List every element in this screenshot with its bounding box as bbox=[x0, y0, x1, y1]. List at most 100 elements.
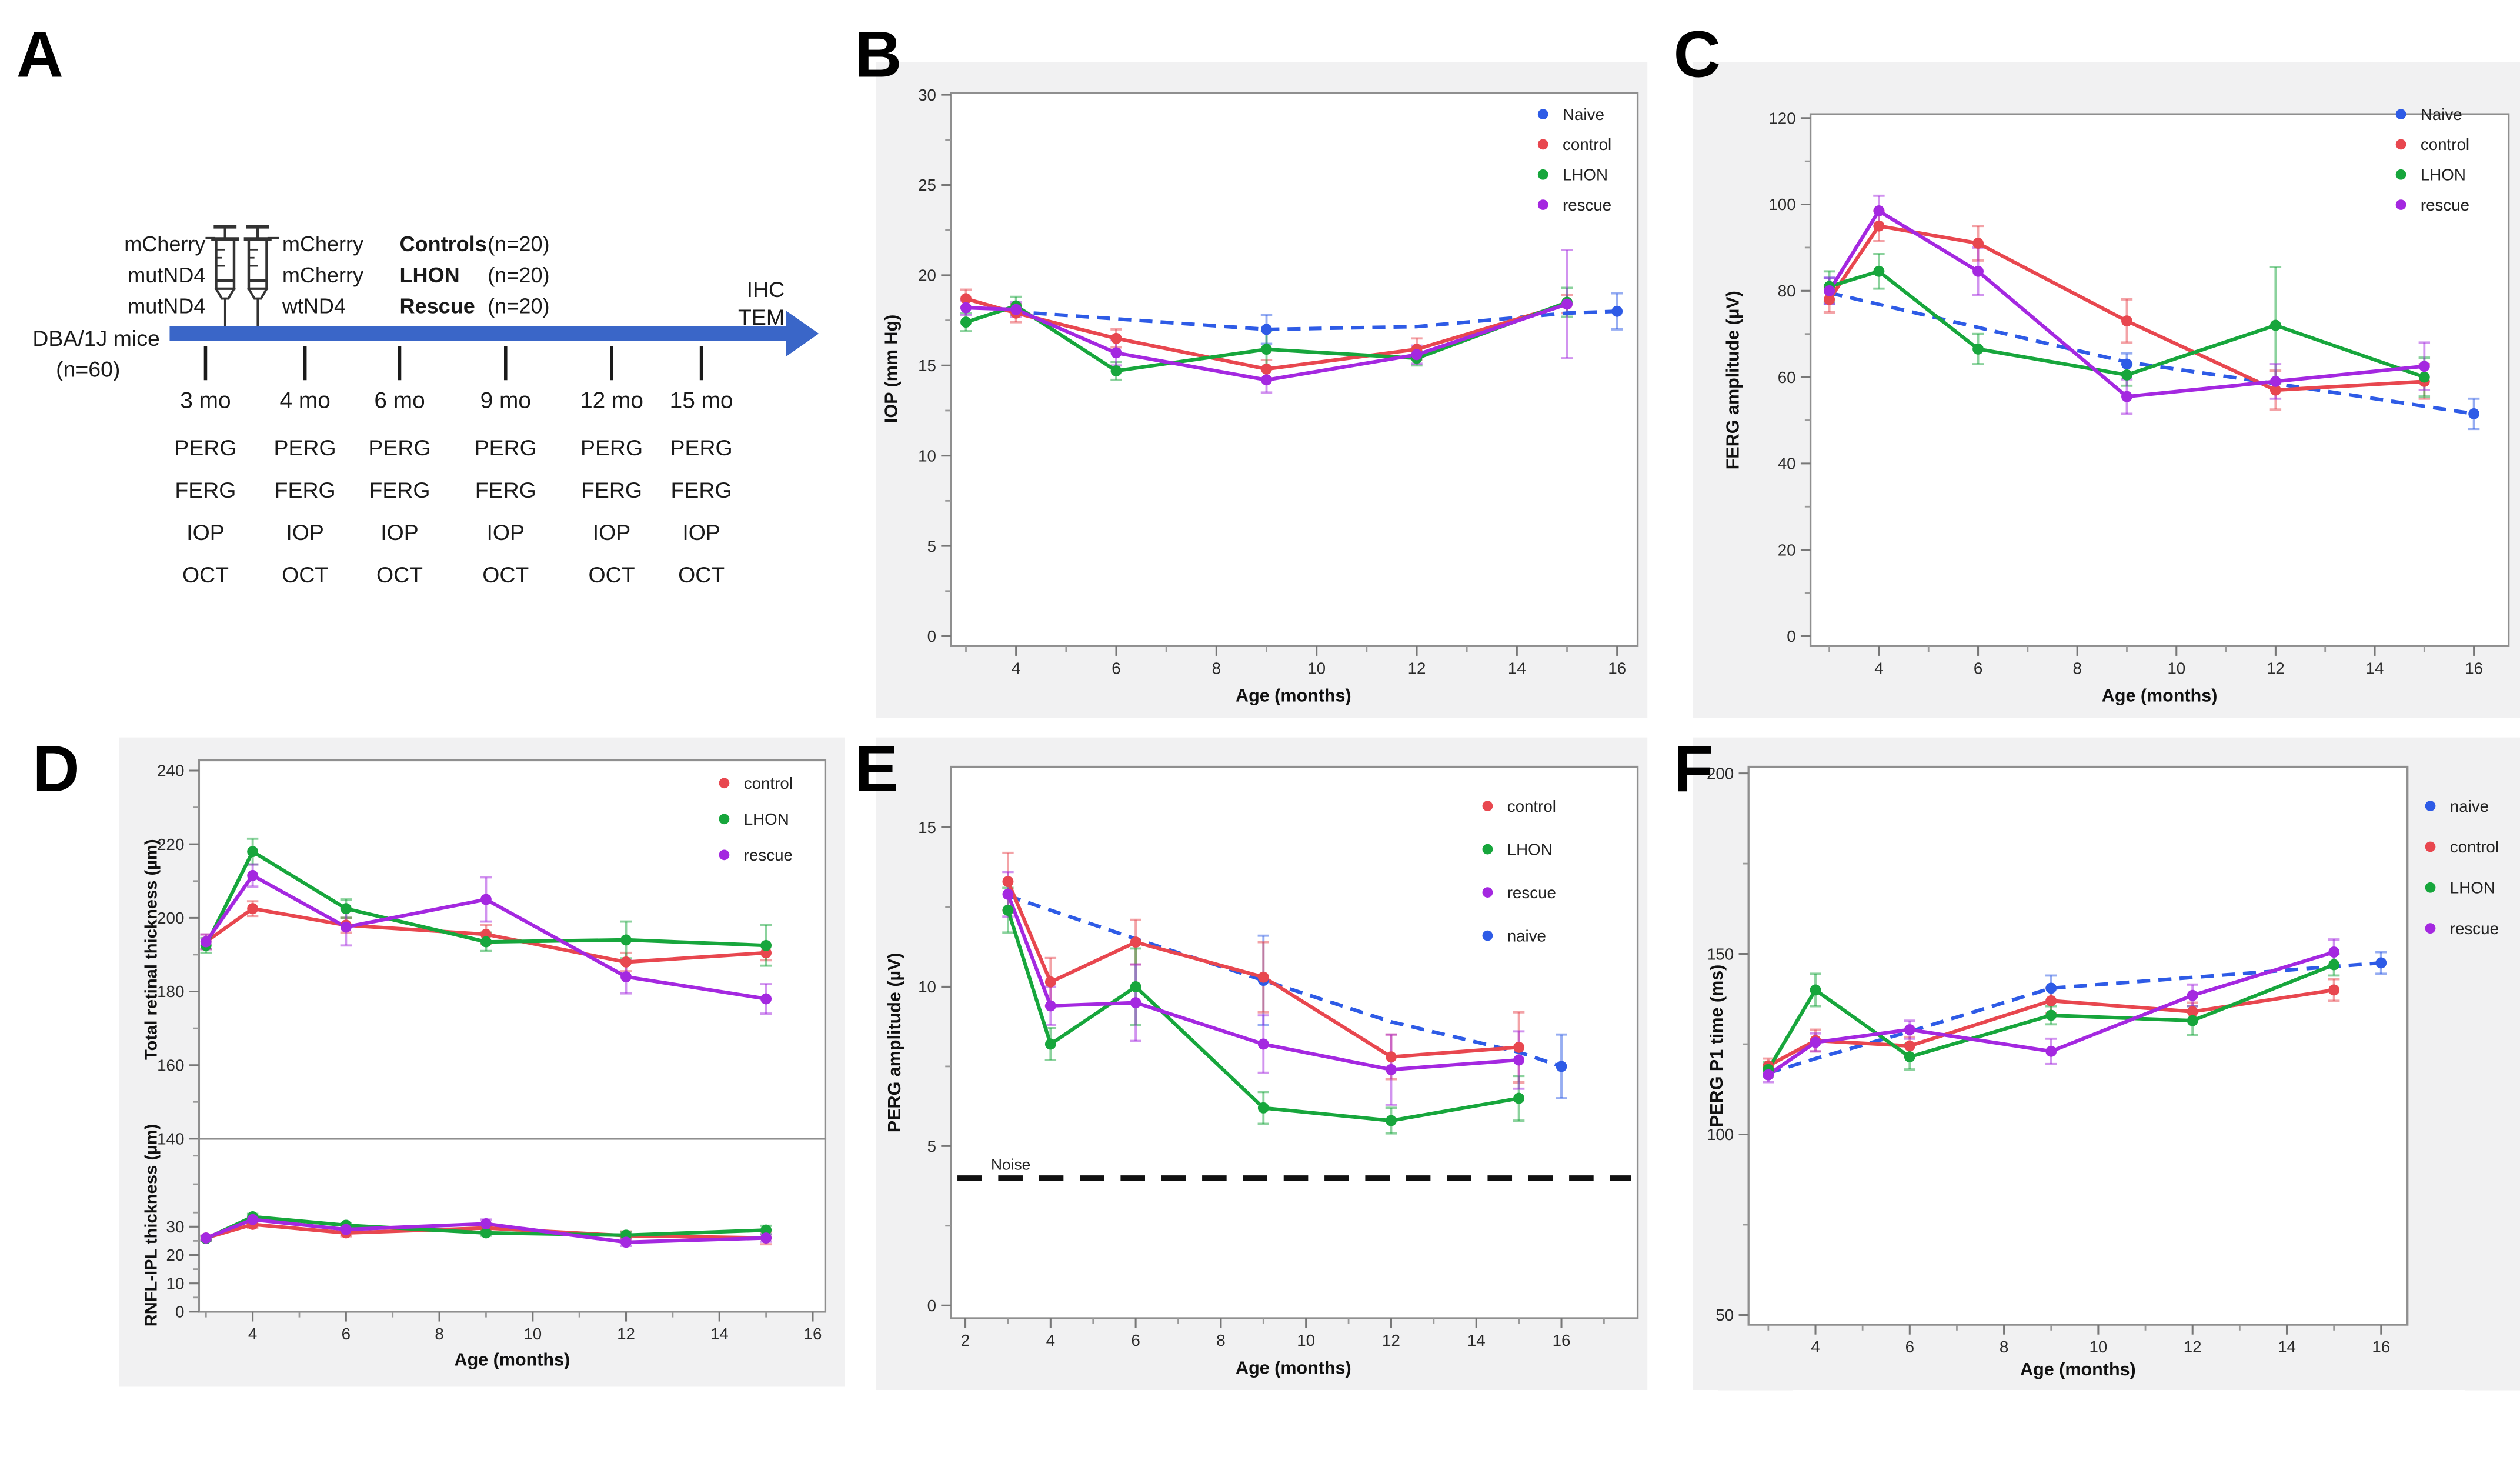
series-control-markers bbox=[1002, 876, 1525, 1063]
svg-text:5: 5 bbox=[927, 1137, 936, 1155]
svg-text:10: 10 bbox=[918, 978, 936, 996]
legend-label-naive: Naive bbox=[1563, 105, 1604, 124]
svg-text:150: 150 bbox=[1707, 945, 1734, 963]
legend-dot-rescue bbox=[719, 849, 730, 861]
assay-label: PERG bbox=[273, 435, 336, 461]
series-naive-line bbox=[1767, 961, 2381, 1075]
legend-label-rescue: rescue bbox=[744, 846, 793, 864]
series-lhon-line bbox=[205, 1215, 766, 1241]
svg-text:16: 16 bbox=[2372, 1338, 2390, 1356]
legend-dot-naive bbox=[2395, 109, 2406, 120]
legend-label-control: control bbox=[1563, 135, 1611, 154]
series-rescue-line bbox=[205, 1218, 766, 1244]
series-naive-markers bbox=[1261, 305, 1623, 335]
assay-list: PERG FERG IOP OCT bbox=[251, 428, 359, 597]
y-axis-ticks: 0 5 10 15 20 25 30 bbox=[918, 86, 951, 645]
svg-text:8: 8 bbox=[2000, 1338, 2008, 1356]
panel-b-xlabel: Age (months) bbox=[1236, 686, 1351, 706]
panel-e-xlabel: Age (months) bbox=[1236, 1359, 1351, 1379]
legend-dot-naive bbox=[1537, 109, 1548, 120]
panel-b-plot-B: 0 5 10 15 20 25 30 4 6 8 10 12 14 16 Naive control LHON r… bbox=[918, 86, 1639, 677]
series-lhon-markers bbox=[1002, 904, 1525, 1126]
panel-f-xlabel: Age (months) bbox=[2020, 1361, 2136, 1381]
svg-text:140: 140 bbox=[157, 1130, 184, 1148]
endpoint-ihc: IHC bbox=[746, 277, 785, 302]
series-naive-line bbox=[1007, 894, 1563, 1068]
svg-text:16: 16 bbox=[1608, 659, 1626, 677]
timepoint-3mo: 3 mo PERG FERG IOP OCT bbox=[152, 386, 259, 597]
assay-label: PERG bbox=[670, 435, 733, 461]
panel-d-xlabel: Age (months) bbox=[454, 1351, 570, 1371]
vector-label: mCherry bbox=[282, 231, 364, 256]
x-axis-ticks: 2 4 6 8 10 12 14 16 bbox=[961, 1318, 1605, 1349]
legend-label-control: control bbox=[2450, 838, 2499, 856]
legend-dot-naive bbox=[2425, 801, 2436, 811]
assay-label: PERG bbox=[174, 435, 237, 461]
group-row: Rescue (n=20) bbox=[400, 291, 628, 322]
svg-text:6: 6 bbox=[1905, 1338, 1914, 1356]
svg-text:40: 40 bbox=[1778, 455, 1796, 473]
panel-f-ylabel: PERG P1 time (ms) bbox=[1707, 964, 1728, 1128]
svg-text:0: 0 bbox=[927, 627, 936, 645]
svg-text:50: 50 bbox=[1715, 1306, 1734, 1324]
timepoint-12mo: 12 mo PERG FERG IOP OCT bbox=[558, 386, 666, 597]
series-naive-markers bbox=[2045, 957, 2387, 994]
series-rescue-line bbox=[204, 873, 767, 1001]
legend-dot-control bbox=[2425, 841, 2436, 852]
group-count: (n=20) bbox=[488, 294, 550, 318]
svg-text:10: 10 bbox=[166, 1274, 185, 1292]
series-rescue-markers bbox=[1002, 888, 1525, 1075]
vector-label: mutND4 bbox=[128, 294, 206, 318]
panel-d-label: D bbox=[32, 734, 80, 806]
series-rescue-markers bbox=[1763, 946, 2340, 1081]
assay-label: PERG bbox=[474, 435, 537, 461]
svg-text:14: 14 bbox=[2366, 659, 2384, 677]
svg-text:14: 14 bbox=[710, 1325, 729, 1343]
svg-text:30: 30 bbox=[918, 86, 936, 104]
svg-text:25: 25 bbox=[918, 176, 936, 194]
assay-label: OCT bbox=[482, 562, 529, 588]
timeline-graphic bbox=[169, 225, 819, 381]
syringe-icon bbox=[211, 225, 239, 328]
svg-text:14: 14 bbox=[2278, 1338, 2296, 1356]
svg-text:10: 10 bbox=[523, 1325, 542, 1343]
svg-text:80: 80 bbox=[1778, 282, 1796, 300]
svg-text:10: 10 bbox=[1297, 1331, 1315, 1349]
svg-text:120: 120 bbox=[1768, 109, 1795, 127]
legend-label-naive: Naive bbox=[2421, 105, 2462, 124]
y-axis-ticks: 0 10 20 30 bbox=[166, 1155, 199, 1321]
vector-label: wtND4 bbox=[282, 294, 346, 318]
svg-text:10: 10 bbox=[2089, 1338, 2107, 1356]
assay-list: PERG FERG IOP OCT bbox=[152, 428, 259, 597]
assay-label: FERG bbox=[475, 478, 536, 503]
svg-text:240: 240 bbox=[157, 762, 184, 780]
group-name: LHON bbox=[399, 262, 460, 288]
legend-label-rescue: rescue bbox=[2421, 196, 2469, 214]
svg-text:2: 2 bbox=[961, 1331, 970, 1349]
svg-text:12: 12 bbox=[1382, 1331, 1400, 1349]
assay-label: FERG bbox=[581, 478, 643, 503]
assay-label: IOP bbox=[186, 520, 225, 545]
legend-label-control: control bbox=[2421, 135, 2469, 154]
svg-text:4: 4 bbox=[1012, 659, 1020, 677]
x-axis-ticks: 4 6 8 10 12 14 16 bbox=[965, 646, 1626, 677]
series-rescue-markers bbox=[200, 869, 772, 1005]
assay-label: FERG bbox=[369, 478, 430, 503]
legend-dot-control bbox=[719, 778, 730, 789]
series-rescue-markers bbox=[200, 1214, 772, 1248]
svg-text:8: 8 bbox=[1212, 659, 1221, 677]
panel-d-legend: control LHON rescue bbox=[719, 774, 793, 864]
svg-text:5: 5 bbox=[927, 537, 936, 555]
legend-dot-control bbox=[1537, 139, 1548, 150]
panel-c-ylabel: FERG amplitude (µV) bbox=[1724, 291, 1744, 470]
legend-dot-lhon bbox=[719, 814, 730, 825]
x-axis-ticks: 4 6 8 10 12 14 16 bbox=[1767, 1325, 2390, 1356]
svg-text:8: 8 bbox=[1216, 1331, 1225, 1349]
group-name: Controls bbox=[399, 231, 487, 256]
panel-e-label: E bbox=[855, 734, 899, 806]
panel-c-xlabel: Age (months) bbox=[2101, 686, 2218, 706]
panel-e-ylabel: PERG amplitude (µV) bbox=[886, 952, 906, 1133]
assay-list: PERG FERG IOP OCT bbox=[558, 428, 666, 597]
series-naive-line bbox=[1829, 291, 2475, 416]
